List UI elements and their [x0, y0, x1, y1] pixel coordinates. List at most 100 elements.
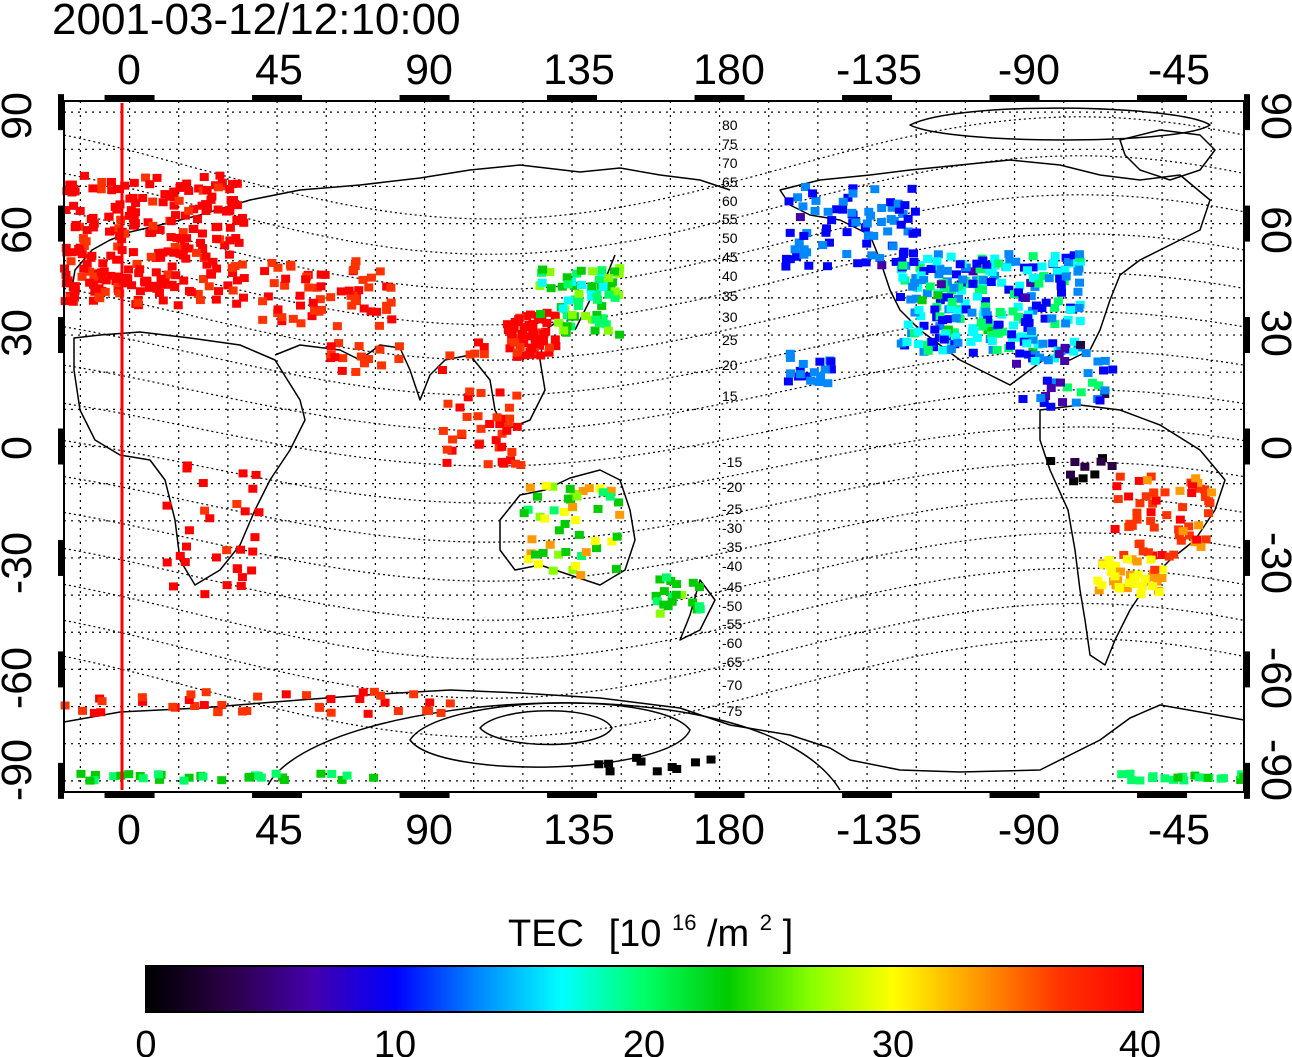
tec-cell	[1130, 580, 1140, 589]
tec-cell	[238, 469, 248, 478]
tec-cell	[913, 340, 923, 349]
tec-cell	[1164, 552, 1174, 561]
tec-cell	[593, 295, 603, 304]
tec-cell	[509, 324, 519, 333]
tec-cell	[175, 249, 185, 258]
tec-cell	[677, 590, 687, 599]
tec-cell	[152, 173, 162, 182]
tec-cell	[224, 207, 234, 216]
tec-cell	[1041, 391, 1051, 400]
tec-cell	[96, 185, 106, 194]
tec-cell	[799, 231, 809, 240]
coastline-greenland	[1119, 129, 1216, 181]
tec-cell	[1100, 356, 1110, 365]
tec-cell	[1135, 776, 1145, 785]
tec-cell	[896, 339, 906, 348]
colorbar-tick-30: 30	[872, 1024, 914, 1057]
right-latitude-tick-labels: 90 60 30 0 -30 -60 -90	[1252, 92, 1292, 801]
tec-cell	[146, 252, 156, 261]
magnetic-contour-line	[63, 116, 1245, 220]
tec-cell	[615, 264, 625, 273]
tec-cell	[667, 597, 677, 606]
lon-tick-bottom-180: 180	[693, 806, 765, 854]
tec-cell	[559, 326, 569, 335]
tec-cell	[529, 330, 539, 339]
tec-cell	[535, 512, 545, 521]
tec-cell	[1026, 292, 1036, 301]
tec-cell	[781, 262, 791, 271]
tec-cell	[861, 258, 871, 267]
tec-cell	[277, 313, 287, 322]
tec-cell	[82, 259, 92, 268]
tec-cell	[143, 218, 153, 227]
tec-cell	[394, 355, 404, 364]
magnetic-contour-line	[63, 497, 1245, 582]
lat-tick-right-m30: -30	[1252, 532, 1292, 594]
tec-cell	[1018, 395, 1028, 404]
tec-cell	[198, 245, 208, 254]
tec-cell	[256, 773, 266, 782]
tec-cell	[842, 250, 852, 259]
tec-cell	[688, 578, 698, 587]
tec-cell	[182, 234, 192, 243]
tec-cell	[951, 332, 961, 341]
tec-cell	[1061, 253, 1071, 262]
tec-cell	[902, 338, 912, 347]
tec-cell	[559, 507, 569, 516]
tec-cell	[983, 326, 993, 335]
tec-cell	[808, 189, 818, 198]
tec-cell	[1216, 774, 1226, 783]
tec-cell	[975, 265, 985, 274]
tec-cell	[929, 343, 939, 352]
tec-cell	[506, 456, 516, 465]
tec-cell	[166, 233, 176, 242]
frame-tick-bottom	[989, 792, 1040, 798]
tec-cell	[112, 205, 122, 214]
tec-cell	[1143, 548, 1153, 557]
tec-cell	[115, 185, 125, 194]
tec-cell	[538, 548, 548, 557]
tec-cell	[369, 773, 379, 782]
colorbar-title-tec: TEC	[508, 913, 584, 955]
tec-cell	[228, 268, 238, 277]
tec-cell	[933, 250, 943, 259]
lon-tick-bottom-m135: -135	[836, 806, 922, 854]
tec-cell	[247, 566, 257, 575]
frame-tick-right	[1244, 651, 1250, 688]
lon-tick-bottom-135: 135	[543, 806, 615, 854]
tec-cell	[563, 494, 573, 503]
tec-cell	[115, 289, 125, 298]
tec-cell	[1031, 301, 1041, 310]
tec-cell	[355, 694, 365, 703]
tec-cell	[1132, 515, 1142, 524]
frame-tick-bottom	[104, 792, 155, 798]
tec-cell	[565, 484, 575, 493]
tec-cell	[934, 333, 944, 342]
tec-cell	[1040, 314, 1050, 323]
tec-cell	[465, 387, 475, 396]
tec-cell	[88, 213, 98, 222]
tec-cell	[550, 311, 560, 320]
tec-cell	[296, 301, 306, 310]
tec-cell	[875, 254, 885, 263]
tec-cell	[911, 294, 921, 303]
tec-cell	[171, 211, 181, 220]
mlat-label-m15: -15	[722, 454, 742, 470]
tec-cell	[877, 203, 887, 212]
magnetic-contour-line	[63, 532, 1245, 621]
tec-cell	[465, 350, 475, 359]
tec-cell	[939, 335, 949, 344]
magnetic-latitude-contours	[63, 116, 1245, 738]
tec-cell	[536, 309, 546, 318]
tec-cell	[816, 372, 826, 381]
tec-cell	[1076, 388, 1086, 397]
tec-cell	[104, 212, 114, 221]
tec-cell	[79, 171, 89, 180]
tec-cell	[1096, 457, 1106, 466]
magnetic-pole-contour-south-75	[267, 702, 841, 791]
frame-tick-top	[842, 95, 893, 101]
tec-cell	[942, 266, 952, 275]
lon-tick-bottom-m45: -45	[1148, 806, 1210, 854]
tec-cell	[570, 295, 580, 304]
frame-tick-bottom	[547, 792, 598, 798]
